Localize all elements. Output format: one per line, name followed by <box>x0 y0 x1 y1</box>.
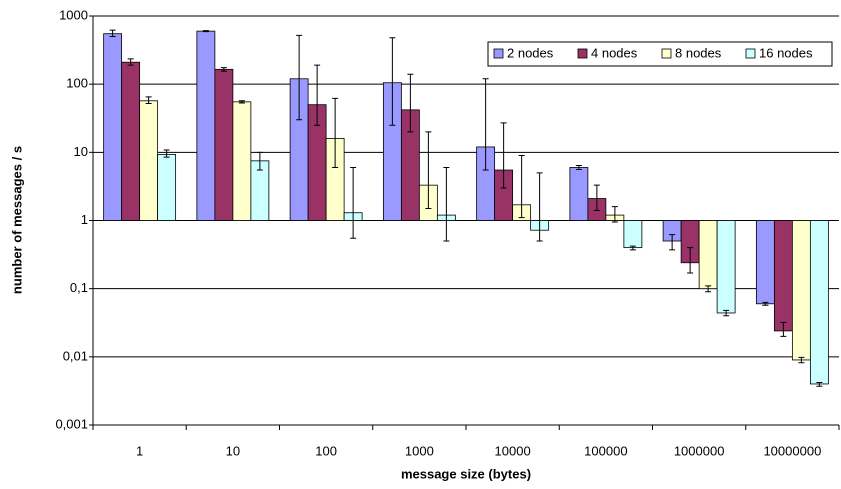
y-tick-label: 0,01 <box>63 348 88 363</box>
error-bar <box>629 245 636 251</box>
bar <box>232 101 252 221</box>
legend-label: 4 nodes <box>591 45 638 60</box>
x-tick-label: 1 <box>136 443 143 458</box>
legend-label: 8 nodes <box>675 45 722 60</box>
bar <box>809 220 829 385</box>
y-tick-label: 1000 <box>59 7 88 22</box>
error-bar <box>407 73 414 133</box>
x-axis-title: message size (bytes) <box>401 466 531 481</box>
bar <box>773 220 793 332</box>
error-bar <box>705 285 712 293</box>
error-bar <box>575 165 582 170</box>
error-bar <box>127 58 134 66</box>
y-tick-label: 0,001 <box>55 416 88 431</box>
error-bar <box>238 100 245 104</box>
legend-label: 16 nodes <box>759 45 813 60</box>
error-bar <box>163 149 170 158</box>
bar <box>103 33 123 221</box>
error-bar <box>593 184 600 212</box>
x-tick-label: 100 <box>315 443 337 458</box>
bar <box>569 167 589 221</box>
bar <box>716 220 736 314</box>
error-bar <box>109 29 116 38</box>
legend-box <box>487 41 833 67</box>
bar <box>698 220 718 290</box>
error-bar <box>256 151 263 171</box>
error-bar <box>425 131 432 209</box>
error-bar <box>296 34 303 121</box>
error-bar <box>314 64 321 126</box>
error-bar <box>611 206 618 223</box>
error-bar <box>798 356 805 364</box>
y-tick-label: 0,1 <box>70 280 88 295</box>
bar <box>121 61 141 221</box>
x-tick-label: 10000000 <box>763 443 821 458</box>
error-bar <box>202 30 209 33</box>
bar <box>623 220 643 249</box>
legend-swatch <box>577 48 588 59</box>
y-tick-label: 100 <box>66 76 88 91</box>
legend-swatch <box>493 48 504 59</box>
y-tick-label: 1 <box>81 212 88 227</box>
y-axis-title: number of messages / s <box>9 146 24 294</box>
error-bar <box>220 67 227 72</box>
bar <box>755 220 775 305</box>
error-bar <box>482 78 489 171</box>
error-bar <box>443 166 450 242</box>
x-tick-label: 100000 <box>584 443 627 458</box>
legend-swatch <box>745 48 756 59</box>
bar <box>196 30 216 221</box>
x-tick-label: 10000 <box>495 443 531 458</box>
error-bar <box>145 96 152 105</box>
x-tick-label: 10 <box>226 443 240 458</box>
error-bar <box>723 309 730 317</box>
x-tick-label: 1000 <box>405 443 434 458</box>
error-bar <box>500 122 507 189</box>
legend-label: 2 nodes <box>507 45 554 60</box>
bar <box>791 220 811 361</box>
x-tick-label: 1000000 <box>674 443 725 458</box>
legend-swatch <box>661 48 672 59</box>
error-bar <box>536 172 543 242</box>
error-bar <box>389 37 396 126</box>
error-bar <box>780 321 787 337</box>
error-bar <box>332 97 339 168</box>
error-bar <box>762 301 769 306</box>
bar <box>139 100 159 221</box>
error-bar <box>350 166 357 239</box>
bar <box>157 154 177 221</box>
bar <box>214 68 234 221</box>
error-bar <box>816 382 823 387</box>
error-bar <box>687 247 694 274</box>
error-bar <box>518 154 525 219</box>
y-tick-label: 10 <box>74 144 88 159</box>
error-bar <box>669 234 676 251</box>
